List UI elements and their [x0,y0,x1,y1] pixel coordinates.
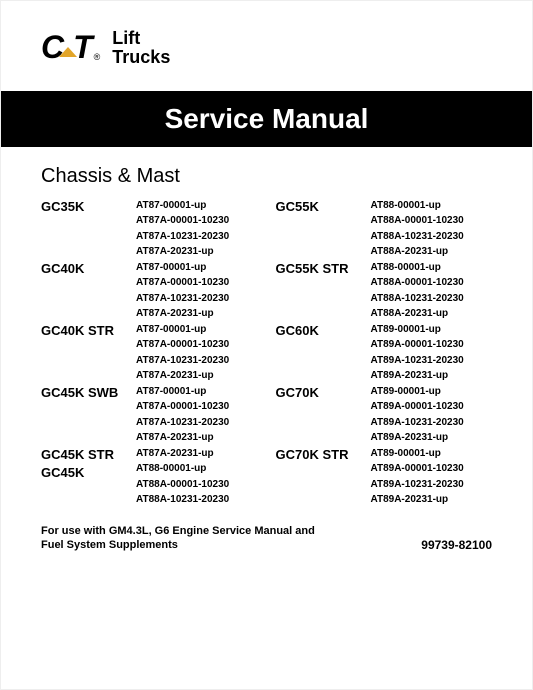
serial-range: AT87A-10231-20230 [136,229,229,245]
model-columns: GC35KAT87-00001-upAT87A-00001-10230AT87A… [41,198,492,508]
serial-range: AT87A-20231-up [136,306,229,322]
footnote: For use with GM4.3L, G6 Engine Service M… [41,524,315,553]
serial-range: AT88-00001-up [136,461,229,477]
serial-range: AT87A-20231-up [136,430,229,446]
serial-range: AT87A-20231-up [136,368,229,384]
product-line-2: Trucks [112,48,170,67]
serial-range: AT87A-10231-20230 [136,291,229,307]
model-label: GC45K SWB [41,384,136,446]
serial-range: AT89A-20231-up [371,492,464,508]
serial-range: AT87-00001-up [136,198,229,214]
serial-list: AT87-00001-upAT87A-00001-10230AT87A-1023… [136,260,229,322]
triangle-icon [59,47,77,57]
product-line: Lift Trucks [112,29,170,67]
serial-range: AT88A-10231-20230 [136,492,229,508]
model-block: GC70KAT89-00001-upAT89A-00001-10230AT89A… [276,384,493,446]
serial-range: AT88A-20231-up [371,244,464,260]
serial-range: AT88-00001-up [371,260,464,276]
serial-range: AT87A-00001-10230 [136,275,229,291]
serial-range: AT87A-20231-up [136,244,229,260]
model-label: GC45K STRGC45K [41,446,136,508]
footer-row: For use with GM4.3L, G6 Engine Service M… [41,524,492,553]
serial-range: AT89A-10231-20230 [371,477,464,493]
serial-range: AT87A-10231-20230 [136,415,229,431]
serial-list: AT87A-20231-upAT88-00001-upAT88A-00001-1… [136,446,229,508]
model-label: GC55K [276,198,371,260]
serial-list: AT89-00001-upAT89A-00001-10230AT89A-1023… [371,384,464,446]
model-block: GC40K STRAT87-00001-upAT87A-00001-10230A… [41,322,258,384]
model-label: GC70K STR [276,446,371,508]
serial-range: AT87A-00001-10230 [136,213,229,229]
banner-title: Service Manual [1,91,532,147]
serial-range: AT88-00001-up [371,198,464,214]
serial-range: AT89A-20231-up [371,368,464,384]
serial-range: AT87A-00001-10230 [136,337,229,353]
registered-mark: ® [94,52,101,62]
serial-range: AT88A-00001-10230 [136,477,229,493]
serial-list: AT87-00001-upAT87A-00001-10230AT87A-1023… [136,322,229,384]
left-column: GC35KAT87-00001-upAT87A-00001-10230AT87A… [41,198,258,508]
product-line-1: Lift [112,29,170,48]
cat-logo: CT ® [41,33,100,62]
model-block: GC40KAT87-00001-upAT87A-00001-10230AT87A… [41,260,258,322]
model-block: GC45K SWBAT87-00001-upAT87A-00001-10230A… [41,384,258,446]
model-block: GC60KAT89-00001-upAT89A-00001-10230AT89A… [276,322,493,384]
model-block: GC55K STRAT88-00001-upAT88A-00001-10230A… [276,260,493,322]
serial-list: AT89-00001-upAT89A-00001-10230AT89A-1023… [371,446,464,508]
serial-range: AT87A-20231-up [136,446,229,462]
serial-range: AT89-00001-up [371,322,464,338]
model-label: GC40K [41,260,136,322]
serial-range: AT89A-10231-20230 [371,353,464,369]
serial-list: AT88-00001-upAT88A-00001-10230AT88A-1023… [371,260,464,322]
model-block: GC55KAT88-00001-upAT88A-00001-10230AT88A… [276,198,493,260]
serial-range: AT89A-10231-20230 [371,415,464,431]
brand-name: CT [41,33,92,62]
serial-range: AT87-00001-up [136,260,229,276]
serial-range: AT88A-10231-20230 [371,291,464,307]
serial-list: AT89-00001-upAT89A-00001-10230AT89A-1023… [371,322,464,384]
serial-list: AT87-00001-upAT87A-00001-10230AT87A-1023… [136,384,229,446]
serial-range: AT87A-10231-20230 [136,353,229,369]
model-label: GC40K STR [41,322,136,384]
document-number: 99739-82100 [421,538,492,552]
model-block: GC35KAT87-00001-upAT87A-00001-10230AT87A… [41,198,258,260]
serial-range: AT89A-00001-10230 [371,399,464,415]
serial-range: AT88A-10231-20230 [371,229,464,245]
serial-range: AT87A-00001-10230 [136,399,229,415]
model-label: GC55K STR [276,260,371,322]
serial-range: AT89A-00001-10230 [371,337,464,353]
serial-range: AT89A-20231-up [371,430,464,446]
serial-list: AT87-00001-upAT87A-00001-10230AT87A-1023… [136,198,229,260]
serial-range: AT88A-20231-up [371,306,464,322]
right-column: GC55KAT88-00001-upAT88A-00001-10230AT88A… [276,198,493,508]
serial-range: AT89A-00001-10230 [371,461,464,477]
model-label: GC60K [276,322,371,384]
serial-range: AT89-00001-up [371,384,464,400]
serial-range: AT89-00001-up [371,446,464,462]
section-title: Chassis & Mast [41,165,492,188]
model-label: GC35K [41,198,136,260]
logo-row: CT ® Lift Trucks [41,29,492,67]
model-block: GC45K STRGC45KAT87A-20231-upAT88-00001-u… [41,446,258,508]
page: CT ® Lift Trucks Service Manual Chassis … [1,1,532,572]
serial-range: AT88A-00001-10230 [371,275,464,291]
serial-range: AT87-00001-up [136,384,229,400]
model-label: GC70K [276,384,371,446]
model-block: GC70K STRAT89-00001-upAT89A-00001-10230A… [276,446,493,508]
serial-range: AT87-00001-up [136,322,229,338]
serial-range: AT88A-00001-10230 [371,213,464,229]
serial-list: AT88-00001-upAT88A-00001-10230AT88A-1023… [371,198,464,260]
